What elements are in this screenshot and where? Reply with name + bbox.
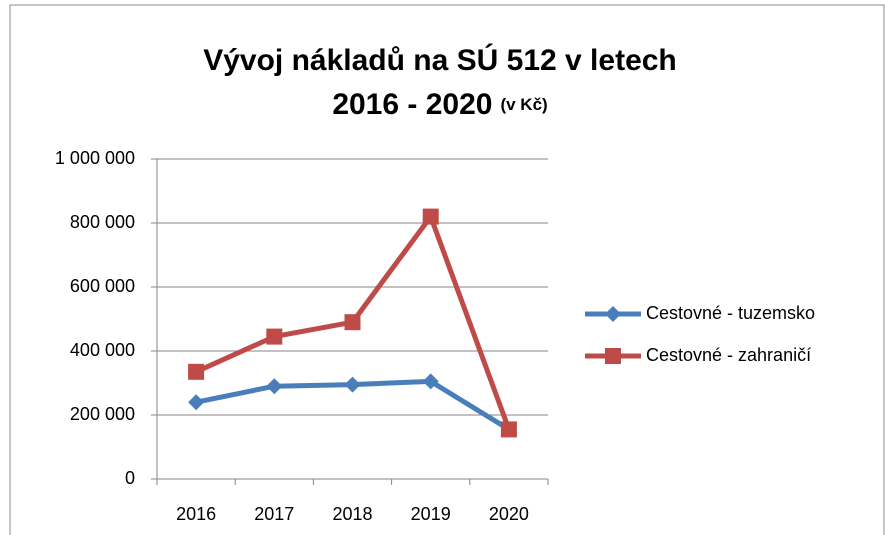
marker xyxy=(188,363,205,380)
chart-title: 2016 - 2020 xyxy=(332,88,492,121)
x-tick-label: 2018 xyxy=(332,504,372,524)
marker xyxy=(605,306,621,322)
marker xyxy=(266,378,283,395)
y-tick-label: 1 000 000 xyxy=(55,148,135,168)
chart-title: Vývoj nákladů na SÚ 512 v letech xyxy=(203,43,677,77)
x-tick-label: 2020 xyxy=(489,504,529,524)
chart-frame xyxy=(9,4,885,535)
y-tick-label: 600 000 xyxy=(70,276,135,296)
chart-title-line: 2016 - 2020 (v Kč) xyxy=(332,88,547,121)
y-tick-label: 0 xyxy=(125,468,135,488)
y-tick-label: 200 000 xyxy=(70,404,135,424)
legend-label: Cestovné - zahraničí xyxy=(646,345,811,365)
marker xyxy=(422,208,439,225)
marker xyxy=(422,373,439,390)
x-tick-label: 2019 xyxy=(411,504,451,524)
x-tick-label: 2017 xyxy=(254,504,294,524)
y-tick-label: 400 000 xyxy=(70,340,135,360)
marker xyxy=(344,314,361,331)
x-tick-label: 2016 xyxy=(176,504,216,524)
marker xyxy=(500,421,517,438)
marker xyxy=(344,376,361,393)
title-note: (v Kč) xyxy=(500,95,547,114)
marker xyxy=(266,328,283,345)
legend-label: Cestovné - tuzemsko xyxy=(646,303,815,323)
y-tick-label: 800 000 xyxy=(70,212,135,232)
marker xyxy=(605,348,621,364)
marker xyxy=(188,394,205,411)
